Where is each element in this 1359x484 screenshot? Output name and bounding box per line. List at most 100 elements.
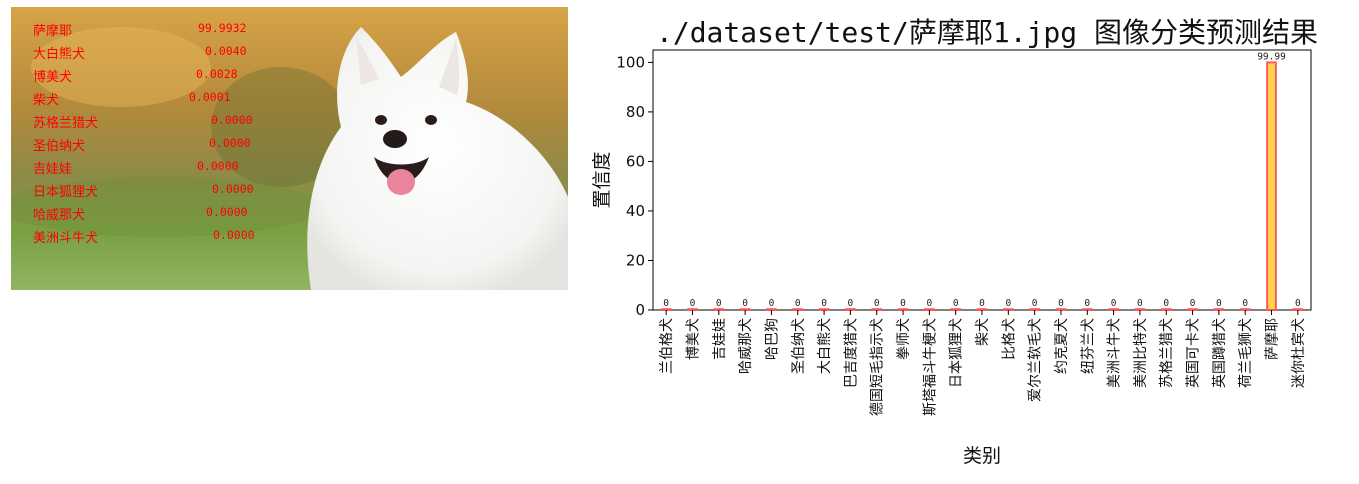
bar-data-label: 0 <box>690 298 696 309</box>
x-tick-label: 荷兰毛狮犬 <box>1238 318 1254 388</box>
bar-data-label: 0 <box>1242 298 1248 309</box>
bar <box>897 308 909 312</box>
prediction-label: 柴犬 <box>33 93 60 108</box>
bar-data-label: 0 <box>979 298 985 309</box>
y-tick-label: 100 <box>616 53 645 71</box>
prediction-row: 美洲斗牛犬 0.0000 <box>33 227 263 249</box>
x-tick-label: 博美犬 <box>684 318 701 360</box>
bar <box>1055 308 1067 312</box>
x-tick-label: 美洲比特犬 <box>1133 318 1149 388</box>
prediction-label: 博美犬 <box>33 70 73 85</box>
bar-data-label: 0 <box>1163 298 1169 309</box>
bar-data-label: 0 <box>769 298 775 309</box>
plot-frame <box>652 49 1312 311</box>
x-tick-label: 英国可卡犬 <box>1185 318 1202 388</box>
prediction-row: 萨摩耶 99.9932 <box>33 20 263 42</box>
bar <box>713 308 725 312</box>
prediction-score: 0.0000 <box>197 159 239 173</box>
bar <box>871 308 883 312</box>
prediction-label: 萨摩耶 <box>33 24 73 39</box>
x-tick-label: 约克夏犬 <box>1054 318 1070 374</box>
prediction-score: 0.0040 <box>205 44 247 58</box>
bar-data-label: 0 <box>953 298 959 309</box>
y-axis-label: 置信度 <box>591 151 613 208</box>
x-tick-label: 迷你杜宾犬 <box>1291 318 1307 388</box>
bar <box>1239 308 1251 312</box>
prediction-bar-chart: ./dataset/test/萨摩耶1.jpg 图像分类预测结果 0 20 40 60 8… <box>570 0 1359 480</box>
x-tick-label: 哈威那犬 <box>738 318 754 374</box>
bar <box>1134 308 1146 312</box>
bar-data-label: 0 <box>1005 298 1011 309</box>
x-tick-label: 美洲斗牛犬 <box>1107 318 1123 388</box>
bar <box>924 308 935 312</box>
bar <box>818 308 830 312</box>
prediction-score: 0.0000 <box>212 182 254 196</box>
bar <box>1108 308 1119 312</box>
bar-data-label: 0 <box>848 298 854 309</box>
bar-data-label: 0 <box>663 298 669 309</box>
x-tick-label: 大白熊犬 <box>817 318 833 374</box>
bar-data-label: 0 <box>716 298 722 309</box>
bar <box>1187 308 1198 312</box>
bar-data-label: 0 <box>1295 298 1301 309</box>
bar <box>1029 308 1040 312</box>
prediction-label: 日本狐狸犬 <box>33 185 99 200</box>
prediction-row: 苏格兰猎犬 0.0000 <box>33 112 263 134</box>
bar <box>976 308 988 312</box>
x-tick-label: 巴吉度猎犬 <box>843 318 859 388</box>
bar <box>792 308 804 312</box>
bar <box>687 308 698 312</box>
bar <box>1160 308 1172 312</box>
prediction-score: 0.0001 <box>189 90 231 104</box>
bar <box>1081 308 1093 312</box>
bar-data-label: 0 <box>795 298 801 309</box>
bar-data-label: 0 <box>900 298 906 309</box>
bar-data-label: 0 <box>1137 298 1143 309</box>
prediction-label: 美洲斗牛犬 <box>33 231 99 246</box>
dog-photo <box>11 7 568 290</box>
prediction-label: 大白熊犬 <box>33 47 86 62</box>
y-tick-label: 80 <box>626 103 645 121</box>
prediction-row: 吉娃娃 0.0000 <box>33 158 263 180</box>
chart-title: ./dataset/test/萨摩耶1.jpg 图像分类预测结果 <box>656 16 1318 49</box>
bar <box>660 308 672 312</box>
bar <box>845 308 856 312</box>
prediction-score: 0.0000 <box>206 205 248 219</box>
bar-data-label: 99.99 <box>1257 51 1286 62</box>
prediction-row: 哈威那犬 0.0000 <box>33 204 263 226</box>
bar <box>1002 308 1014 312</box>
prediction-score: 99.9932 <box>198 21 247 35</box>
y-tick-label: 40 <box>626 202 645 220</box>
x-tick-label: 苏格兰猎犬 <box>1159 318 1175 388</box>
bar-data-label: 0 <box>821 298 827 309</box>
bar-data-label: 0 <box>926 298 932 309</box>
x-tick-label: 兰伯格犬 <box>659 318 675 374</box>
x-tick-label: 哈巴狗 <box>764 318 780 360</box>
prediction-row: 日本狐狸犬 0.0000 <box>33 181 263 203</box>
prediction-label: 苏格兰猎犬 <box>33 116 99 131</box>
bar <box>1213 308 1225 312</box>
y-tick-label: 20 <box>626 251 645 269</box>
bar-data-label: 0 <box>742 298 748 309</box>
bar <box>739 308 751 312</box>
prediction-row: 圣伯纳犬 0.0000 <box>33 135 263 157</box>
x-tick-label: 纽芬兰犬 <box>1080 318 1096 374</box>
bar <box>950 308 962 312</box>
prediction-score: 0.0000 <box>209 136 251 150</box>
bar <box>1292 308 1304 312</box>
x-tick-label: 德国短毛指示犬 <box>870 318 886 416</box>
x-tick-label: 萨摩耶 <box>1264 318 1281 360</box>
prediction-row: 大白熊犬 0.0040 <box>33 43 263 65</box>
bar-data-label: 0 <box>1058 298 1064 309</box>
x-tick-label: 拳师犬 <box>896 318 912 360</box>
prediction-label: 哈威那犬 <box>33 208 86 223</box>
prediction-score: 0.0028 <box>196 67 238 81</box>
x-tick-label: 英国蹲猎犬 <box>1211 318 1228 388</box>
prediction-row: 博美犬 0.0028 <box>33 66 263 88</box>
input-image-panel: 萨摩耶 99.9932 大白熊犬 0.0040 博美犬 0.0028 柴犬 0.0001 苏格兰… <box>11 7 568 290</box>
x-tick-label: 斯塔福斗牛梗犬 <box>922 318 938 416</box>
prediction-score: 0.0000 <box>211 113 253 127</box>
bar-data-label: 0 <box>1190 298 1196 309</box>
prediction-row: 柴犬 0.0001 <box>33 89 263 111</box>
y-tick-label: 60 <box>626 152 645 170</box>
